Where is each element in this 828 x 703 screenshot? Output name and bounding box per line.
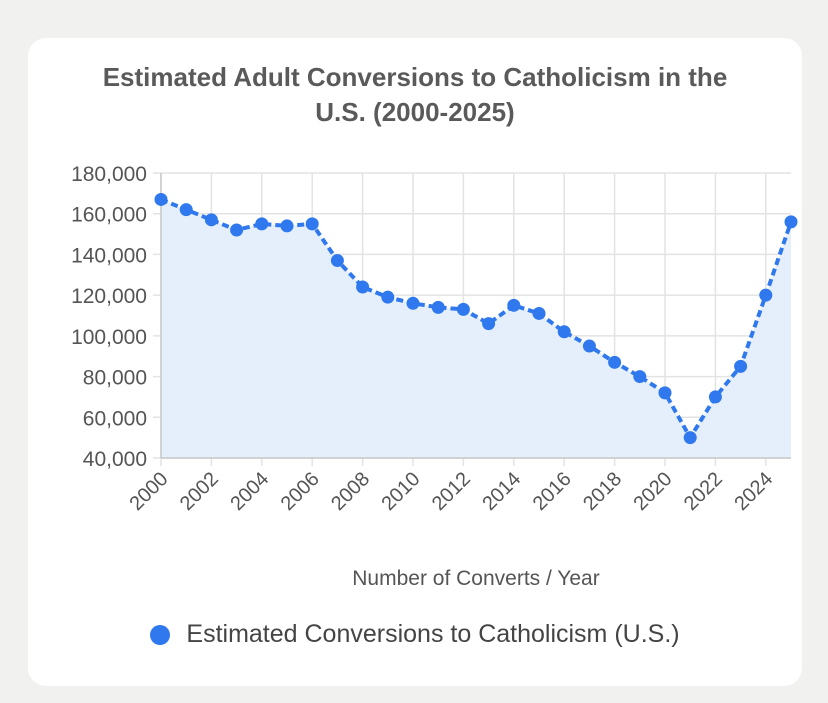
data-point xyxy=(356,280,370,294)
x-tick-label: 2004 xyxy=(226,468,273,515)
data-point xyxy=(406,296,420,310)
y-tick-label: 180,000 xyxy=(71,163,147,186)
data-points xyxy=(154,192,798,445)
data-point xyxy=(431,300,445,314)
x-tick-label: 2000 xyxy=(126,468,173,515)
data-point xyxy=(759,288,773,302)
data-point xyxy=(633,370,647,384)
y-tick-label: 140,000 xyxy=(71,244,147,267)
data-point xyxy=(708,390,722,404)
data-point xyxy=(507,298,521,312)
x-tick-label: 2002 xyxy=(176,468,223,515)
y-tick-label: 60,000 xyxy=(83,407,147,430)
x-tick-label: 2010 xyxy=(378,468,425,515)
data-point xyxy=(482,317,496,331)
data-point xyxy=(154,192,168,206)
series-area-fill xyxy=(161,199,791,458)
chart-title-line-2: U.S. (2000-2025) xyxy=(315,97,515,127)
x-tick-label: 2018 xyxy=(579,468,626,515)
axes xyxy=(160,173,791,459)
y-tick-label: 100,000 xyxy=(71,326,147,349)
data-point xyxy=(658,386,672,400)
y-tick-label: 120,000 xyxy=(71,285,147,308)
chart-title-line-1: Estimated Adult Conversions to Catholici… xyxy=(102,62,728,92)
x-tick-label: 2006 xyxy=(277,468,324,515)
data-point xyxy=(582,339,596,353)
data-point xyxy=(532,306,546,320)
data-point xyxy=(230,223,244,237)
x-tick-labels: 2000 2002 2004 2006 2008 2010 2012 2014 2016 2018… xyxy=(126,468,778,515)
x-tick-label: 2008 xyxy=(327,468,374,515)
legend-marker xyxy=(150,624,171,645)
x-tick-label: 2024 xyxy=(730,468,777,515)
chart-title: Estimated Adult Conversions to Catholici… xyxy=(28,60,802,130)
data-point xyxy=(456,302,470,316)
x-tick-label: 2022 xyxy=(680,468,727,515)
y-tick-label: 160,000 xyxy=(71,204,147,227)
legend[interactable]: Estimated Conversions to Catholicism (U.… xyxy=(28,620,802,649)
y-tick-labels: 180,000 160,000 140,000 120,000 100,000 80,00… xyxy=(71,163,147,471)
chart-card: Estimated Adult Conversions to Catholici… xyxy=(28,38,802,686)
x-tick-label: 2016 xyxy=(529,468,576,515)
data-point xyxy=(305,217,319,231)
x-tick-label: 2020 xyxy=(630,468,677,515)
data-point xyxy=(255,217,269,231)
area-fill-layer xyxy=(161,199,791,458)
data-point xyxy=(557,325,571,339)
line-chart: 180,000 160,000 140,000 120,000 100,000 80,00… xyxy=(71,163,798,590)
data-point xyxy=(330,254,344,268)
data-point xyxy=(179,203,193,217)
data-point xyxy=(608,355,622,369)
data-point xyxy=(204,213,218,227)
legend-label: Estimated Conversions to Catholicism (U.… xyxy=(186,620,680,648)
data-point xyxy=(784,215,798,229)
x-tick-label: 2014 xyxy=(478,468,525,515)
data-point xyxy=(280,219,294,233)
x-axis-label: Number of Converts / Year xyxy=(352,567,599,590)
data-point xyxy=(683,431,697,445)
y-tick-label: 80,000 xyxy=(83,367,147,390)
x-tick-label: 2012 xyxy=(428,468,475,515)
y-tick-label: 40,000 xyxy=(83,448,147,471)
data-point xyxy=(381,290,395,304)
data-point xyxy=(734,359,748,373)
